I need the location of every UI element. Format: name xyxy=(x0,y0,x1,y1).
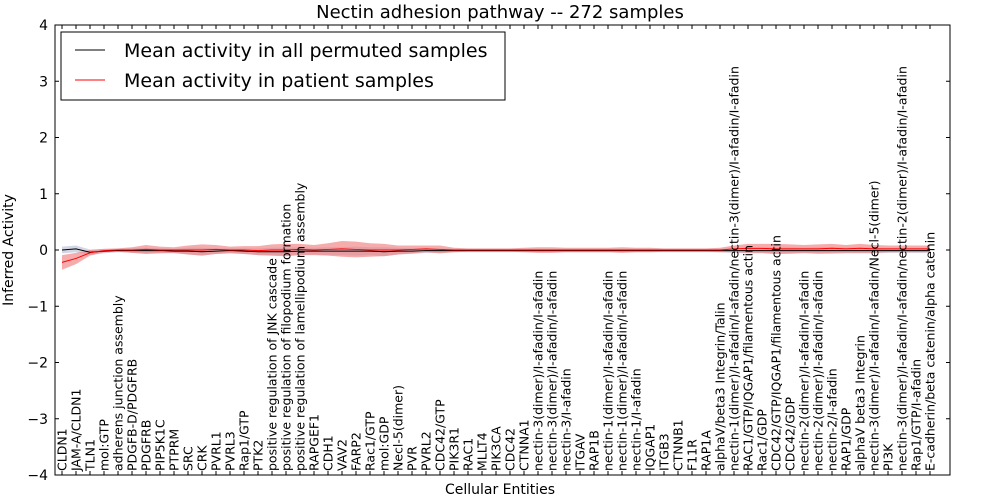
x-tick-label: nectin-1(dimer)/I-afadin/I-afadin xyxy=(601,271,616,471)
x-tick-label: RAPGEF1 xyxy=(307,414,322,471)
legend-label-permuted: Mean activity in all permuted samples xyxy=(124,40,487,62)
x-tick-label: RAC1 xyxy=(461,438,476,471)
x-tick-label: PVRL1 xyxy=(209,431,224,471)
x-axis-label: Cellular Entities xyxy=(445,482,555,498)
x-tick-label: mol:GDP xyxy=(377,416,392,471)
x-tick-label: nectin-2(dimer)/I-afadin/I-afadin xyxy=(797,271,812,471)
x-tick-label: PIK3CA xyxy=(489,426,504,471)
y-tick-label: −3 xyxy=(27,412,48,428)
y-tick-label: 1 xyxy=(39,187,48,203)
x-tick-label: CRK xyxy=(195,445,210,471)
y-tick-label: 3 xyxy=(39,74,48,90)
x-tick-label: PTK2 xyxy=(251,440,266,471)
line-permuted xyxy=(61,248,930,253)
x-tick-label: CDC42/GTP/IQGAP1/filamentous actin xyxy=(769,235,784,471)
x-tick-label: PTPRM xyxy=(167,429,182,471)
x-tick-label: nectin-3(dimer)/I-afadin/I-afadin xyxy=(531,271,546,471)
x-tick-label: CDH1 xyxy=(321,435,336,471)
band-patient xyxy=(62,241,930,270)
x-tick-label: IQGAP1 xyxy=(643,424,658,471)
y-axis-label: Inferred Activity xyxy=(1,194,17,306)
y-tick-label: 0 xyxy=(39,243,48,259)
legend-label-patient: Mean activity in patient samples xyxy=(124,70,434,92)
y-tick-label: 4 xyxy=(39,18,48,34)
x-tick-label: F11R xyxy=(685,439,700,471)
x-tick-label: alphaV/beta3 Integrin/Talin xyxy=(713,303,728,472)
x-tick-label: PVRL3 xyxy=(223,431,238,471)
y-tick-label: −2 xyxy=(27,356,48,372)
x-tick-label: PDGFB-D/PDGFRB xyxy=(125,359,140,471)
x-tick-label: nectin-2/I-afadin xyxy=(825,368,840,471)
x-tick-label: CTNNB1 xyxy=(671,419,686,471)
x-axis-ticks xyxy=(61,25,931,475)
x-tick-labels: CLDN1 JAM-A/CLDN1 TLN1 mol:GTP adherens junc… xyxy=(55,66,938,472)
x-tick-label: mol:GTP xyxy=(97,419,112,471)
x-tick-label: JAM-A/CLDN1 xyxy=(69,389,84,472)
x-tick-label: VAV2 xyxy=(335,439,350,471)
x-tick-label: SRC xyxy=(181,446,196,471)
x-tick-label: nectin-2(dimer)/I-afadin/I-afadin xyxy=(811,271,826,471)
x-tick-label: Rap1/GTP/I-afadin xyxy=(909,359,924,471)
x-tick-label: PIP5K1C xyxy=(153,419,168,471)
y-tick-label: 2 xyxy=(39,131,48,147)
x-tick-label: MLLT4 xyxy=(475,432,490,471)
x-tick-label: PI3K xyxy=(881,443,896,471)
x-tick-label: nectin-3(dimer)/I-afadin/I-afadin xyxy=(545,271,560,471)
x-tick-label: Rac1/GTP xyxy=(363,411,378,471)
x-tick-label: nectin-3(dimer)/I-afadin/I-afadin/Necl-5… xyxy=(867,180,882,471)
x-tick-label: nectin-1(dimer)/I-afadin/I-afadin xyxy=(615,271,630,471)
series-lines xyxy=(61,247,930,263)
x-tick-label: nectin-1(dimer)/I-afadin/I-afadin/nectin… xyxy=(727,66,742,471)
legend: Mean activity in all permuted samples Me… xyxy=(60,31,506,101)
x-tick-label: PDGFRB xyxy=(139,420,154,471)
x-tick-label: positive regulation of lamellipodium ass… xyxy=(293,182,308,471)
x-tick-label: nectin-1/I-afadin xyxy=(629,368,644,471)
x-tick-label: CDC42/GDP xyxy=(783,396,798,471)
x-tick-label: RAC1/GTP/IQGAP1/filamentous actin xyxy=(741,245,756,471)
x-tick-label: PVRL2 xyxy=(419,431,434,471)
chart-title: Nectin adhesion pathway -- 272 samples xyxy=(316,2,684,23)
x-tick-label: RAP1B xyxy=(587,430,602,471)
line-patient xyxy=(61,247,930,263)
x-tick-label: FARP2 xyxy=(349,432,364,471)
x-tick-label: CDC42/GTP xyxy=(433,399,448,471)
x-tick-label: ITGB3 xyxy=(657,433,672,471)
x-tick-label: ITGAV xyxy=(573,433,588,471)
x-tick-label: adherens junction assembly xyxy=(111,295,126,471)
x-tick-label: Rac1/GDP xyxy=(755,409,770,471)
y-axis: 4 3 2 1 0 −1 −2 −3 −4 xyxy=(27,18,950,484)
x-tick-label: CLDN1 xyxy=(55,428,70,471)
x-tick-label: CDC42 xyxy=(503,428,518,471)
x-tick-label: RAP1/GDP xyxy=(839,407,854,471)
x-tick-label: Necl-5(dimer) xyxy=(391,385,406,471)
x-tick-label: E-cadherin/beta catenin/alpha catenin xyxy=(923,232,938,471)
y-tick-label: −1 xyxy=(27,299,48,315)
x-tick-label: nectin-3/I-afadin xyxy=(559,368,574,471)
x-tick-label: PIK3R1 xyxy=(447,427,462,471)
x-tick-label: TLN1 xyxy=(83,439,98,472)
x-tick-label: RAP1A xyxy=(699,430,714,471)
x-tick-label: alphaV beta3 Integrin xyxy=(853,335,868,471)
x-tick-label: CTNNA1 xyxy=(517,419,532,471)
x-tick-label: positive regulation of JNK cascade xyxy=(265,258,280,471)
legend-frame xyxy=(60,31,506,101)
x-tick-label: positive regulation of filopodium format… xyxy=(279,204,294,471)
x-tick-label: nectin-3(dimer)/I-afadin/I-afadin/nectin… xyxy=(895,66,910,471)
x-tick-label: Rap1/GTP xyxy=(237,410,252,471)
x-tick-label: PVR xyxy=(405,446,420,471)
y-tick-label: −4 xyxy=(27,468,48,484)
